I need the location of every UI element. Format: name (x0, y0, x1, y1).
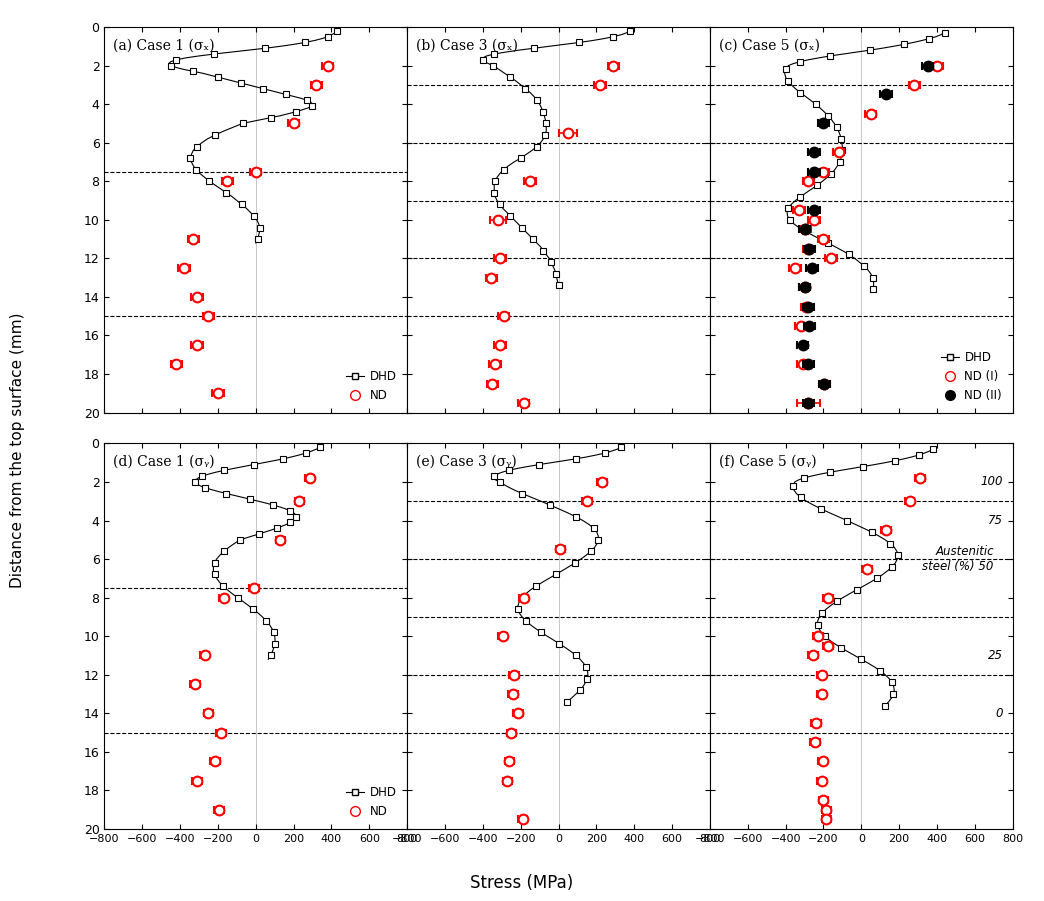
Text: Austenitic
steel (%) 50: Austenitic steel (%) 50 (923, 545, 994, 573)
Text: Stress (MPa): Stress (MPa) (471, 874, 573, 892)
Text: Distance from the top surface (mm): Distance from the top surface (mm) (10, 313, 25, 588)
Text: (f) Case 5 (σᵧ): (f) Case 5 (σᵧ) (719, 455, 816, 469)
Text: 0: 0 (996, 706, 1003, 720)
Legend: DHD, ND: DHD, ND (341, 782, 401, 823)
Text: (a) Case 1 (σₓ): (a) Case 1 (σₓ) (114, 39, 215, 52)
Text: (c) Case 5 (σₓ): (c) Case 5 (σₓ) (719, 39, 820, 52)
Text: 100: 100 (980, 476, 1003, 488)
Legend: DHD, ND (I), ND (II): DHD, ND (I), ND (II) (936, 346, 1006, 406)
Text: 75: 75 (989, 514, 1003, 527)
Text: (b) Case 3 (σₓ): (b) Case 3 (σₓ) (417, 39, 518, 52)
Text: (e) Case 3 (σᵧ): (e) Case 3 (σᵧ) (417, 455, 517, 469)
Legend: DHD, ND: DHD, ND (341, 365, 401, 406)
Text: (d) Case 1 (σᵧ): (d) Case 1 (σᵧ) (114, 455, 215, 469)
Text: 25: 25 (989, 649, 1003, 662)
